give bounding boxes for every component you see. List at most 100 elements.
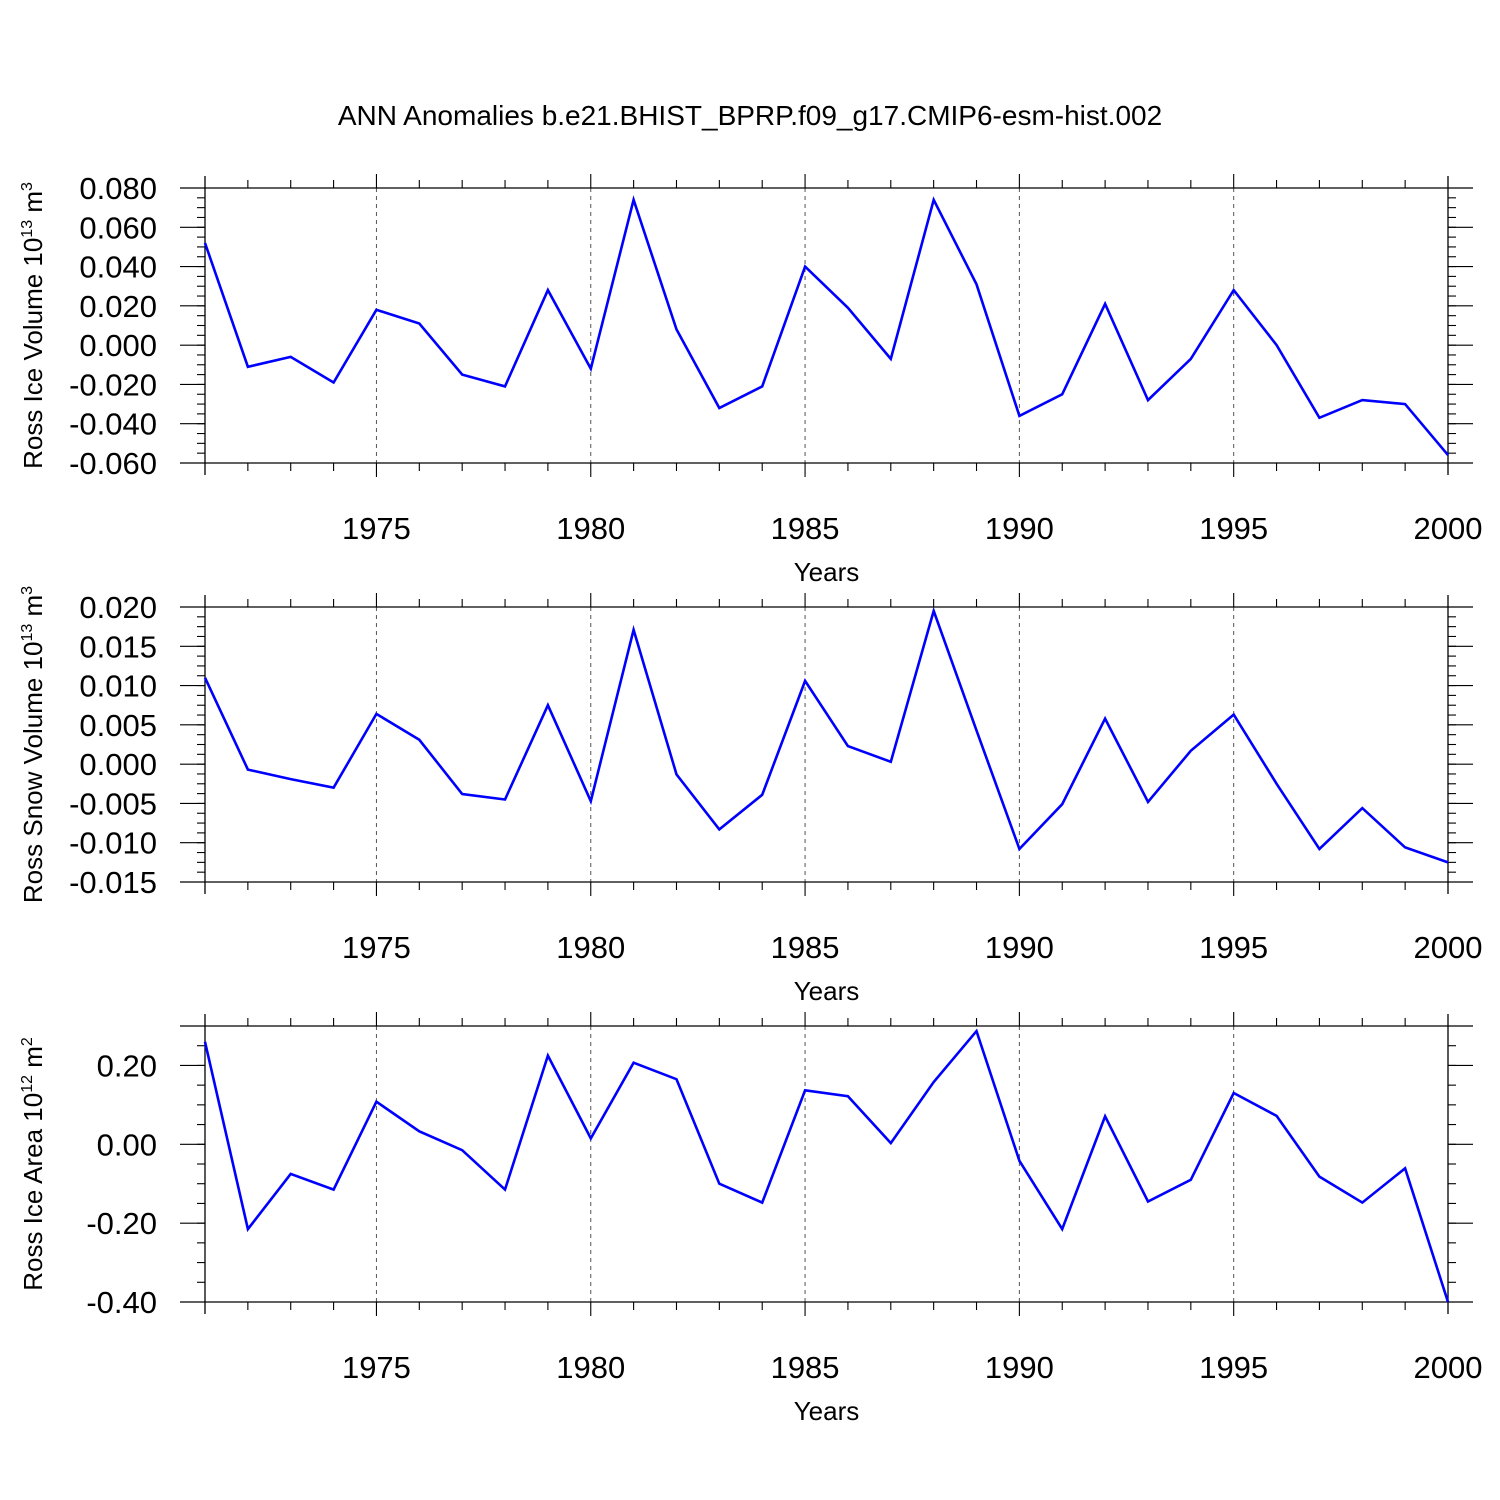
data-point-1987 xyxy=(889,760,893,764)
data-point-1991 xyxy=(1060,392,1064,396)
x-tick-label: 1985 xyxy=(771,511,840,546)
data-point-1989 xyxy=(975,282,979,286)
y-tick-label: -0.015 xyxy=(69,865,157,900)
x-tick-label: 1995 xyxy=(1199,1350,1268,1385)
x-tick-label: 1990 xyxy=(985,930,1054,965)
y-tick-label: -0.020 xyxy=(69,367,157,402)
y-tick-label: 0.010 xyxy=(79,669,157,704)
y-tick-label: -0.005 xyxy=(69,786,157,821)
data-point-1979 xyxy=(546,703,550,707)
y-tick-label: -0.060 xyxy=(69,446,157,481)
data-point-1988 xyxy=(932,1080,936,1084)
data-point-1989 xyxy=(975,1029,979,1033)
data-point-1982 xyxy=(674,327,678,331)
data-point-1973 xyxy=(289,355,293,359)
data-point-1996 xyxy=(1275,782,1279,786)
data-point-1996 xyxy=(1275,343,1279,347)
data-point-1977 xyxy=(460,1148,464,1152)
data-point-1983 xyxy=(717,406,721,410)
x-tick-label: 1990 xyxy=(985,1350,1054,1385)
data-point-1992 xyxy=(1103,717,1107,721)
y-tick-label: 0.015 xyxy=(79,629,157,664)
series-line xyxy=(203,195,1449,456)
x-tick-label: 1975 xyxy=(342,930,411,965)
data-point-1981 xyxy=(632,628,636,632)
data-point-1981 xyxy=(632,1061,636,1065)
data-point-1999 xyxy=(1403,845,1407,849)
y-axis-title-unit: m xyxy=(18,1046,48,1075)
data-point-1991 xyxy=(1060,1227,1064,1231)
data-point-1980 xyxy=(589,799,593,803)
x-tick-label: 1985 xyxy=(771,1350,840,1385)
data-point-2000 xyxy=(1446,453,1450,457)
data-point-1994 xyxy=(1189,357,1193,361)
data-point-1985 xyxy=(803,265,807,269)
y-axis-title-exponent: 12 xyxy=(19,1075,36,1093)
panel-2: -0.015 -0.010 -0.005 0.000 0.005 0.010 0.015 0.… xyxy=(18,586,1482,1006)
data-point-1990 xyxy=(1017,847,1021,851)
data-point-1997 xyxy=(1317,416,1321,420)
x-tick-label: 1975 xyxy=(342,1350,411,1385)
data-point-1977 xyxy=(460,792,464,796)
y-axis-title: Ross Snow Volume 1013 m3 xyxy=(18,586,48,903)
data-point-1985 xyxy=(803,1088,807,1092)
data-point-1992 xyxy=(1103,1114,1107,1118)
data-point-1975 xyxy=(374,1100,378,1104)
data-point-1990 xyxy=(1017,414,1021,418)
y-axis-title-main: Ross Snow Volume 10 xyxy=(18,642,48,904)
series-line xyxy=(203,1028,1450,1303)
data-point-1997 xyxy=(1317,847,1321,851)
data-point-1995 xyxy=(1232,713,1236,717)
x-tick-label: 1990 xyxy=(985,511,1054,546)
data-point-1983 xyxy=(717,827,721,831)
data-point-1976 xyxy=(417,322,421,326)
data-point-1972 xyxy=(246,1227,250,1231)
data-point-1974 xyxy=(332,380,336,384)
y-axis-title-main: Ross Ice Area 10 xyxy=(18,1093,48,1291)
data-point-1980 xyxy=(589,367,593,371)
y-tick-label: 0.000 xyxy=(79,747,157,782)
x-tick-label: 2000 xyxy=(1414,511,1483,546)
x-axis-title: Years xyxy=(794,976,860,1006)
data-point-1994 xyxy=(1189,749,1193,753)
data-point-1993 xyxy=(1146,398,1150,402)
y-tick-label: 0.020 xyxy=(79,289,157,324)
data-point-1989 xyxy=(975,728,979,732)
data-point-1990 xyxy=(1017,1159,1021,1163)
panel-3: -0.40 -0.20 0.00 0.20 1975 1980 1985 1990 1995 20… xyxy=(18,1012,1482,1426)
data-point-1984 xyxy=(760,384,764,388)
data-point-1980 xyxy=(589,1136,593,1140)
data-point-1981 xyxy=(632,198,636,202)
data-point-1986 xyxy=(846,744,850,748)
y-axis-title: Ross Ice Area 1012 m2 xyxy=(18,1037,48,1291)
data-point-2000 xyxy=(1446,1300,1450,1304)
x-tick-label: 1995 xyxy=(1199,511,1268,546)
data-point-1993 xyxy=(1146,1199,1150,1203)
data-point-1984 xyxy=(760,793,764,797)
data-point-1992 xyxy=(1103,302,1107,306)
data-point-1971 xyxy=(203,241,207,245)
y-axis-title-unit-exponent: 3 xyxy=(19,182,36,191)
data-point-1972 xyxy=(246,768,250,772)
x-tick-label: 1985 xyxy=(771,930,840,965)
data-point-1995 xyxy=(1232,288,1236,292)
data-point-1982 xyxy=(674,1077,678,1081)
panel-1: -0.060 -0.040 -0.020 0.000 0.020 0.040 0.060 0.… xyxy=(18,171,1482,587)
x-tick-label: 1980 xyxy=(556,1350,625,1385)
x-tick-label: 2000 xyxy=(1414,1350,1483,1385)
x-tick-label: 1980 xyxy=(556,511,625,546)
x-tick-label: 1975 xyxy=(342,511,411,546)
x-tick-label: 1995 xyxy=(1199,930,1268,965)
y-tick-label: 0.080 xyxy=(79,171,157,206)
data-point-1998 xyxy=(1360,1201,1364,1205)
x-axis-title: Years xyxy=(794,1396,860,1426)
data-point-1976 xyxy=(417,1129,421,1133)
data-point-1973 xyxy=(289,777,293,781)
data-point-1996 xyxy=(1275,1114,1279,1118)
y-tick-label: 0.005 xyxy=(79,708,157,743)
x-tick-label: 2000 xyxy=(1414,930,1483,965)
data-point-1973 xyxy=(289,1172,293,1176)
data-point-1974 xyxy=(332,1188,336,1192)
